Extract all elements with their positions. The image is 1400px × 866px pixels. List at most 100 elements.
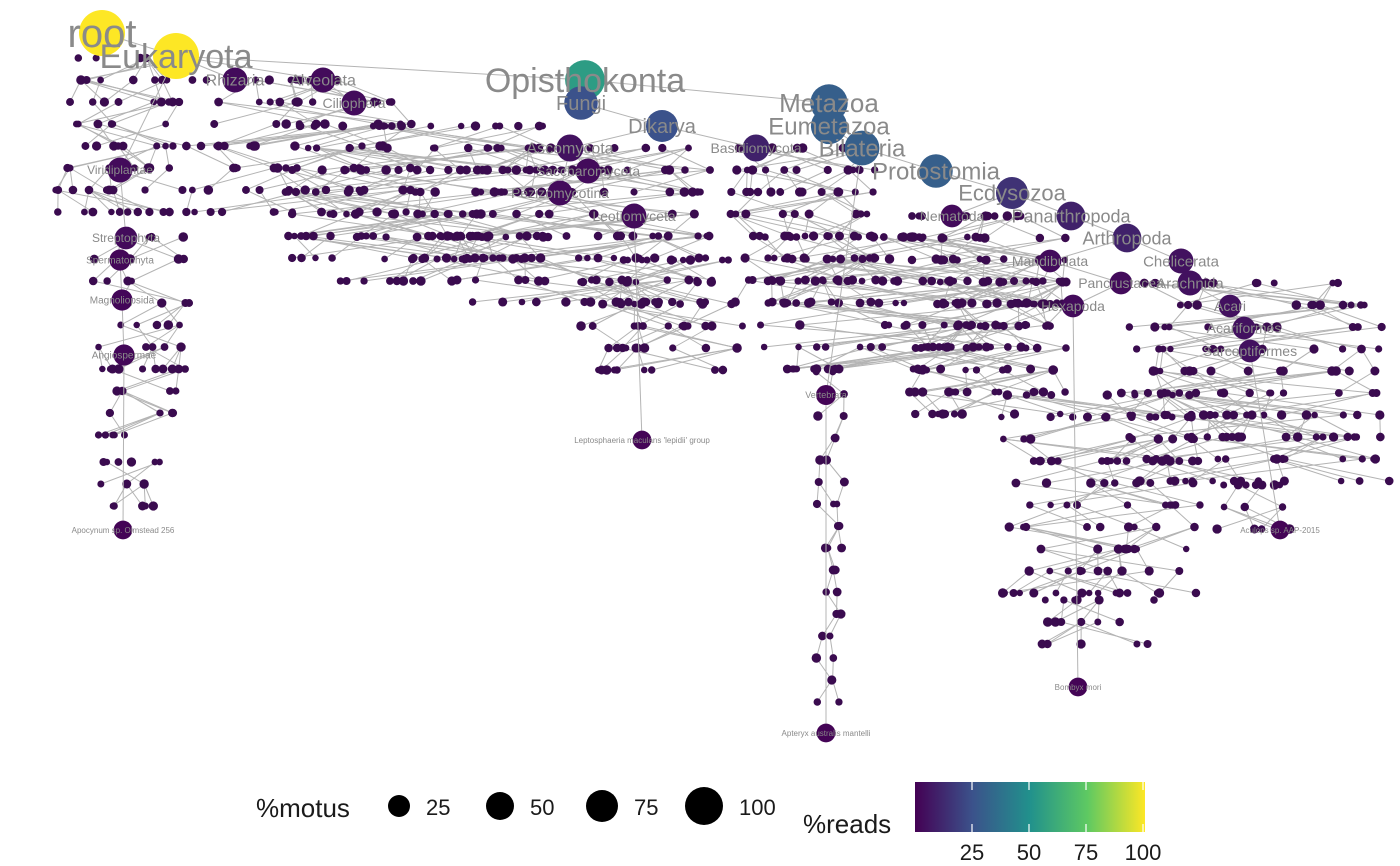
tree-node [114,98,123,106]
node-lepto [632,430,652,450]
tree-node [761,166,770,174]
tree-node [995,388,1003,396]
tree-node [496,122,504,130]
tree-node [1103,566,1113,576]
tree-edge [926,347,1038,371]
tree-node [1368,388,1377,398]
tree-edge [164,324,180,348]
tree-edge [848,169,874,193]
tree-edge [314,169,347,193]
tree-edge [1210,370,1270,394]
tree-node [658,143,667,153]
tree-node [429,144,437,152]
label-acari: Acari [1214,298,1246,314]
node-fungi [564,86,598,120]
tree-node [815,455,825,465]
tree-node [206,207,215,217]
tree-edge [641,303,706,327]
tree-edge [1213,348,1350,372]
tree-node [830,434,838,442]
tree-edge [602,303,669,327]
tree-node [272,208,279,216]
tree-node [281,188,290,196]
tree-node [214,141,223,151]
tree-edge [131,258,179,282]
tree-node [812,343,821,351]
tree-edge [1049,570,1117,594]
tree-node [169,142,177,150]
tree-edge [730,191,874,215]
tree-edge [794,213,840,237]
tree-edge [418,213,527,237]
tree-node [990,212,999,220]
label-hexa: Hexapoda [1041,298,1105,314]
tree-node [684,275,694,285]
tree-node [1353,323,1362,331]
tree-node [918,276,928,286]
tree-node [679,321,689,331]
tree-node [827,675,837,685]
tree-node [869,253,879,263]
tree-edge [142,346,154,370]
tree-node [165,98,173,106]
tree-edge [499,125,552,149]
tree-edge [288,191,448,215]
label-leotio: Leotiomyceta [592,208,675,224]
tree-node [343,166,350,174]
tree-edge [780,169,828,193]
label-nema: Nematoda [920,208,985,224]
tree-edge [1335,370,1377,394]
tree-edge [1003,259,1040,283]
tree-node [835,232,844,240]
tree-node [576,321,586,331]
tree-edge [1281,392,1373,416]
tree-edge [350,147,530,171]
tree-node [1144,566,1154,576]
tree-node [962,387,972,397]
tree-node [1257,480,1267,490]
tree-node [520,253,530,263]
label-fungi: Fungi [556,93,606,115]
tree-node [1281,455,1289,463]
tree-node [84,185,94,195]
tree-edge [88,189,139,213]
tree-node [1150,596,1158,604]
tree-node [471,231,481,241]
tree-node [185,299,194,307]
tree-node [934,410,942,418]
tree-node [1175,457,1184,465]
tree-node [1148,366,1159,376]
tree-edge [315,191,347,215]
tree-edge [106,461,145,485]
tree-node [1186,410,1196,420]
tree-node [128,75,138,85]
tree-edge [651,347,738,371]
tree-node [795,320,805,330]
tree-node [182,207,191,217]
tree-node [724,256,732,264]
tree-node [494,188,502,196]
tree-node [813,698,822,706]
label-bila: Bilateria [819,135,906,162]
tree-edge [1261,506,1283,530]
tree-node [109,120,117,128]
tree-edge [348,191,449,215]
tree-edge [1154,326,1315,350]
tree-node [650,253,660,263]
tree-node [105,408,115,418]
tree-node [1166,501,1174,509]
tree-node [643,256,651,264]
tree-node [389,209,400,219]
tree-node [338,121,348,131]
tree-node [836,254,846,264]
tree-node [1111,479,1119,487]
tree-node [1057,277,1068,287]
tree-node [693,277,702,287]
tree-node [689,209,699,219]
tree-node [918,320,927,330]
tree-node [350,210,359,218]
tree-edge [667,213,695,237]
tree-node [748,231,758,241]
tree-node [1122,457,1131,465]
tree-node [488,210,497,218]
